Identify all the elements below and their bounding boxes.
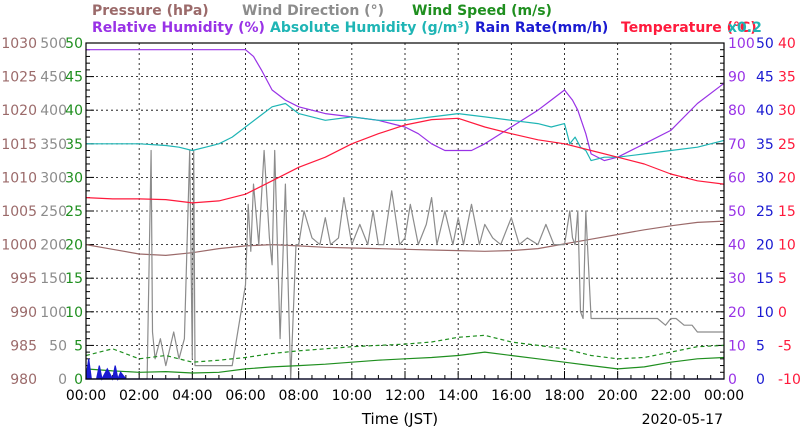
chart-date: 2020-05-17: [642, 412, 723, 428]
y-tick-label-pressure: 1030: [1, 36, 37, 52]
series-pressure-hpa: [85, 220, 725, 256]
y-tick-label-rain-rate: 25: [756, 204, 774, 220]
x-tick-label: 08:00: [278, 388, 318, 404]
x-tick-label: 00:00: [704, 388, 744, 404]
y-tick-label-wind-speed: 0: [74, 372, 83, 388]
legend-absolute-humidity-g-m: Absolute Humidity (g/m³): [270, 20, 470, 36]
y-tick-label-rain-rate: 45: [756, 70, 774, 86]
y-tick-label-wind-direction: 300: [40, 170, 67, 186]
x-tick-label: 06:00: [225, 388, 265, 404]
y-tick-label-relative-humidity: 100: [728, 36, 755, 52]
y-tick-label-wind-direction: 0: [58, 372, 67, 388]
y-tick-label-wind-direction: 200: [40, 238, 67, 254]
y-tick-label-wind-speed: 50: [65, 36, 83, 52]
y-tick-label-relative-humidity: 0: [728, 372, 737, 388]
y-tick-label-rain-rate: 5: [756, 338, 765, 354]
legend-pressure-hpa: Pressure (hPa): [92, 3, 209, 19]
y-tick-label-relative-humidity: 30: [728, 271, 746, 287]
y-tick-label-wind-speed: 25: [65, 204, 83, 220]
x-tick-label: 12:00: [385, 388, 425, 404]
y-tick-label-temperature: 5: [778, 271, 787, 287]
y-tick-label-rain-rate: 10: [756, 305, 774, 321]
series-absolute-humidity-g-m: [86, 102, 725, 162]
x-tick-label: 04:00: [172, 388, 212, 404]
y-tick-label-relative-humidity: 70: [728, 137, 746, 153]
y-tick-label-wind-speed: 20: [65, 238, 83, 254]
series-temperature-c: [85, 117, 725, 204]
x-tick-label: 10:00: [332, 388, 372, 404]
y-tick-label-wind-direction: 350: [40, 137, 67, 153]
y-tick-label-temperature: 10: [778, 238, 796, 254]
legend-relative-humidity: Relative Humidity (%): [92, 20, 265, 36]
y-tick-label-temperature: 30: [778, 103, 796, 119]
x-tick-label: 00:00: [66, 388, 106, 404]
y-tick-label-pressure: 1010: [1, 170, 37, 186]
y-tick-label-temperature: 0: [778, 305, 787, 321]
series-wind-speed-m-s: [85, 351, 725, 374]
x-tick-label: 18:00: [544, 388, 584, 404]
y-tick-label-wind-speed: 35: [65, 137, 83, 153]
y-tick-label-relative-humidity: 50: [728, 204, 746, 220]
y-tick-label-temperature: 15: [778, 204, 796, 220]
y-tick-label-wind-direction: 250: [40, 204, 67, 220]
y-tick-label-temperature: -5: [778, 338, 792, 354]
y-tick-label-rain-rate: 0: [756, 372, 765, 388]
x-tick-label: 20:00: [597, 388, 637, 404]
y-tick-label-pressure: 1000: [1, 238, 37, 254]
x-tick-label: 02:00: [119, 388, 159, 404]
y-tick-label-relative-humidity: 40: [728, 238, 746, 254]
y-tick-label-wind-speed: 5: [74, 338, 83, 354]
y-tick-label-wind-speed: 10: [65, 305, 83, 321]
y-tick-label-relative-humidity: 80: [728, 103, 746, 119]
y-tick-label-pressure: 1020: [1, 103, 37, 119]
x-tick-label: 16:00: [491, 388, 531, 404]
legend-rain-rate-mm-h: Rain Rate(mm/h): [475, 20, 608, 36]
y-tick-label-temperature: 35: [778, 70, 796, 86]
y-tick-label-wind-direction: 450: [40, 70, 67, 86]
y-tick-label-wind-speed: 30: [65, 170, 83, 186]
x-axis-title: Time (JST): [361, 410, 438, 428]
y-tick-label-temperature: 40: [778, 36, 796, 52]
y-tick-label-pressure: 980: [10, 372, 37, 388]
y-tick-label-rain-rate: 30: [756, 170, 774, 186]
y-tick-label-wind-speed: 45: [65, 70, 83, 86]
y-tick-label-wind-direction: 500: [40, 36, 67, 52]
legend-scale-note: x0.2: [728, 20, 762, 36]
y-tick-label-pressure: 990: [10, 305, 37, 321]
y-tick-label-pressure: 985: [10, 338, 37, 354]
y-tick-label-rain-rate: 15: [756, 271, 774, 287]
y-tick-label-temperature: 25: [778, 137, 796, 153]
plot-frame: [85, 42, 725, 380]
y-tick-label-wind-direction: 50: [49, 338, 67, 354]
x-tick-label: 22:00: [651, 388, 691, 404]
y-tick-label-pressure: 995: [10, 271, 37, 287]
y-tick-label-rain-rate: 20: [756, 238, 774, 254]
y-tick-label-temperature: 20: [778, 170, 796, 186]
series-relative-humidity: [86, 49, 725, 162]
legend-wind-speed-m-s: Wind Speed (m/s): [412, 3, 552, 19]
y-tick-label-wind-direction: 100: [40, 305, 67, 321]
y-tick-label-wind-speed: 15: [65, 271, 83, 287]
y-tick-label-relative-humidity: 10: [728, 338, 746, 354]
series-wind-direction: [86, 149, 724, 380]
y-tick-label-relative-humidity: 20: [728, 305, 746, 321]
y-tick-label-temperature: -10: [778, 372, 800, 388]
y-tick-label-wind-direction: 400: [40, 103, 67, 119]
y-tick-label-wind-speed: 40: [65, 103, 83, 119]
y-tick-label-rain-rate: 40: [756, 103, 774, 119]
series-wind-gust-m-s: [85, 334, 725, 363]
x-tick-label: 14:00: [438, 388, 478, 404]
y-tick-label-relative-humidity: 90: [728, 70, 746, 86]
y-tick-label-pressure: 1005: [1, 204, 37, 220]
y-tick-label-wind-direction: 150: [40, 271, 67, 287]
y-tick-label-pressure: 1025: [1, 70, 37, 86]
y-tick-label-rain-rate: 50: [756, 36, 774, 52]
legend-temperature-c: Temperature (°C): [621, 20, 757, 36]
y-tick-label-rain-rate: 35: [756, 137, 774, 153]
y-tick-label-pressure: 1015: [1, 137, 37, 153]
legend-wind-direction: Wind Direction (°): [242, 3, 384, 19]
y-tick-label-relative-humidity: 60: [728, 170, 746, 186]
